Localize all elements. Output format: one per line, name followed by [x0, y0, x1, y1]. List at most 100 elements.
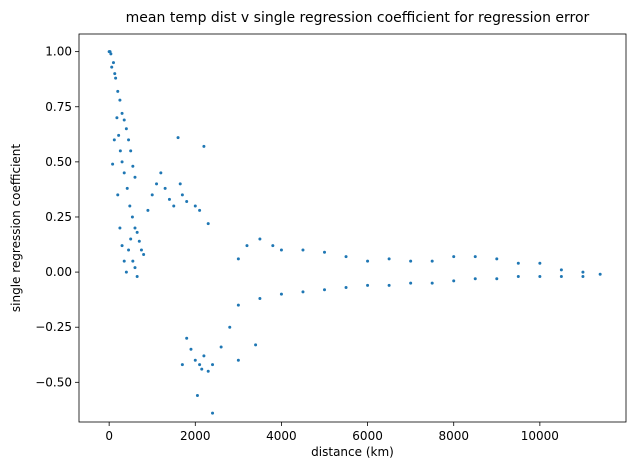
data-point	[142, 252, 146, 256]
data-point	[258, 237, 262, 241]
data-point	[124, 270, 128, 274]
data-point	[598, 272, 602, 276]
x-tick-label: 10000	[521, 429, 559, 443]
data-point	[193, 358, 197, 362]
data-point	[495, 277, 499, 281]
data-point	[206, 222, 210, 226]
data-point	[185, 336, 189, 340]
data-point	[118, 149, 122, 153]
data-point	[189, 347, 193, 351]
data-point	[172, 204, 176, 208]
data-point	[202, 144, 206, 148]
data-point	[125, 186, 129, 190]
data-point	[133, 175, 137, 179]
data-point	[387, 257, 391, 261]
data-point	[129, 149, 133, 153]
data-point	[538, 275, 542, 278]
data-point	[323, 250, 326, 254]
data-point	[124, 127, 128, 131]
data-point	[185, 200, 189, 204]
data-point	[581, 270, 585, 274]
data-point	[159, 171, 163, 175]
x-tick-label: 6000	[352, 429, 383, 443]
data-point	[559, 268, 563, 272]
data-point	[473, 277, 477, 281]
data-point	[120, 244, 124, 248]
data-point	[344, 286, 348, 290]
data-point	[131, 259, 135, 263]
data-point	[495, 257, 499, 261]
data-point	[279, 292, 283, 296]
data-point	[131, 164, 135, 168]
data-point	[130, 215, 134, 219]
data-point	[135, 275, 139, 278]
data-point	[236, 257, 240, 261]
data-point	[206, 369, 210, 373]
data-point	[409, 259, 413, 263]
data-point	[120, 111, 124, 115]
data-point	[111, 61, 115, 65]
data-point	[236, 358, 240, 362]
data-point	[301, 290, 305, 294]
data-point	[200, 367, 204, 371]
data-point	[146, 208, 150, 212]
data-point	[120, 160, 124, 164]
data-point	[430, 281, 434, 285]
data-point	[516, 275, 520, 278]
x-axis-title: distance (km)	[311, 445, 394, 459]
data-point	[133, 226, 137, 230]
data-point	[271, 244, 275, 248]
data-point	[366, 259, 370, 263]
data-point	[163, 186, 167, 190]
data-point	[127, 248, 131, 252]
y-tick-label: 0.25	[45, 210, 72, 224]
data-point	[111, 162, 115, 166]
data-point	[452, 255, 456, 259]
data-point	[112, 138, 116, 142]
data-point	[118, 98, 122, 102]
chart-title: mean temp dist v single regression coeff…	[126, 10, 590, 26]
data-point	[198, 363, 202, 367]
data-point	[430, 259, 434, 263]
y-tick-label: 0.50	[45, 155, 72, 169]
data-point	[538, 261, 542, 265]
data-point	[118, 226, 122, 230]
data-point	[581, 275, 585, 278]
data-point	[110, 65, 114, 69]
x-tick-label: 4000	[266, 429, 297, 443]
data-point	[150, 193, 154, 197]
data-point	[258, 297, 262, 301]
y-tick-label: 1.00	[45, 45, 72, 59]
data-point	[117, 133, 121, 137]
data-point	[122, 259, 126, 263]
data-point	[516, 261, 520, 265]
data-point	[116, 193, 120, 197]
x-tick-label: 0	[105, 429, 113, 443]
data-point	[176, 136, 180, 140]
data-point	[114, 76, 118, 80]
data-point	[137, 239, 141, 243]
data-point	[254, 343, 258, 347]
data-point	[473, 255, 477, 259]
data-point	[135, 230, 139, 234]
data-point	[195, 394, 199, 398]
data-point	[180, 363, 184, 367]
data-point	[211, 363, 215, 367]
y-tick-label: 0.00	[45, 265, 72, 279]
y-tick-label: −0.50	[35, 375, 72, 389]
data-point	[452, 279, 456, 283]
x-tick-label: 2000	[180, 429, 211, 443]
data-point	[279, 248, 283, 252]
data-point	[115, 116, 119, 120]
data-point	[228, 325, 232, 329]
y-tick-label: −0.25	[35, 320, 72, 334]
data-point	[155, 182, 159, 186]
data-point	[127, 138, 131, 142]
data-point	[301, 248, 305, 252]
data-point	[211, 411, 215, 415]
data-point	[323, 288, 326, 292]
data-point	[219, 345, 223, 349]
plot-area	[107, 50, 602, 415]
